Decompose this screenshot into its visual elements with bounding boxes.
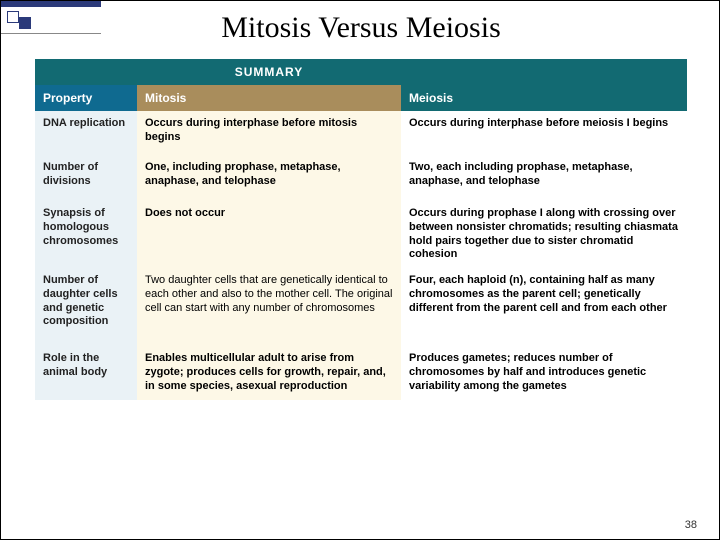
header-row: Property Mitosis Meiosis — [35, 85, 687, 111]
mitosis-cell: One, including prophase, metaphase, anap… — [137, 155, 401, 201]
summary-cell-left — [35, 59, 137, 85]
summary-label: SUMMARY — [137, 59, 401, 85]
meiosis-cell: Produces gametes; reduces number of chro… — [401, 346, 687, 400]
property-cell: Role in the animal body — [35, 346, 137, 400]
header-property-label: Property — [35, 85, 137, 111]
slide-frame: Mitosis Versus Meiosis SUMMARY Property … — [0, 0, 720, 540]
mitosis-cell: Enables multicellular adult to arise fro… — [137, 346, 401, 400]
table-row: Role in the animal body Enables multicel… — [35, 346, 687, 400]
table-row: Number of daughter cells and genetic com… — [35, 268, 687, 346]
header-mitosis-label: Mitosis — [137, 85, 401, 111]
page-number: 38 — [685, 519, 697, 531]
table-row: DNA replication Occurs during interphase… — [35, 111, 687, 155]
summary-cell-right — [401, 59, 687, 85]
header-meiosis-label: Meiosis — [401, 85, 687, 111]
header-meiosis: Meiosis — [401, 85, 687, 111]
property-cell: Number of daughter cells and genetic com… — [35, 268, 137, 346]
table-row: Number of divisions One, including proph… — [35, 155, 687, 201]
summary-band: SUMMARY — [35, 59, 687, 85]
meiosis-cell: Occurs during prophase I along with cros… — [401, 201, 687, 268]
page-title: Mitosis Versus Meiosis — [1, 11, 720, 45]
table-row: Synapsis of homologous chromosomes Does … — [35, 201, 687, 268]
property-cell: Number of divisions — [35, 155, 137, 201]
meiosis-cell: Occurs during interphase before meiosis … — [401, 111, 687, 155]
header-property: Property — [35, 85, 137, 111]
property-cell: Synapsis of homologous chromosomes — [35, 201, 137, 268]
mitosis-cell: Occurs during interphase before mitosis … — [137, 111, 401, 155]
meiosis-cell: Four, each haploid (n), containing half … — [401, 268, 687, 346]
meiosis-cell: Two, each including prophase, metaphase,… — [401, 155, 687, 201]
header-mitosis: Mitosis — [137, 85, 401, 111]
mitosis-cell: Two daughter cells that are genetically … — [137, 268, 401, 346]
summary-cell-mid: SUMMARY — [137, 59, 401, 85]
property-cell: DNA replication — [35, 111, 137, 155]
comparison-table: SUMMARY Property Mitosis Meiosis DNA rep… — [35, 59, 687, 400]
mitosis-cell: Does not occur — [137, 201, 401, 268]
decor-bar — [1, 1, 101, 7]
